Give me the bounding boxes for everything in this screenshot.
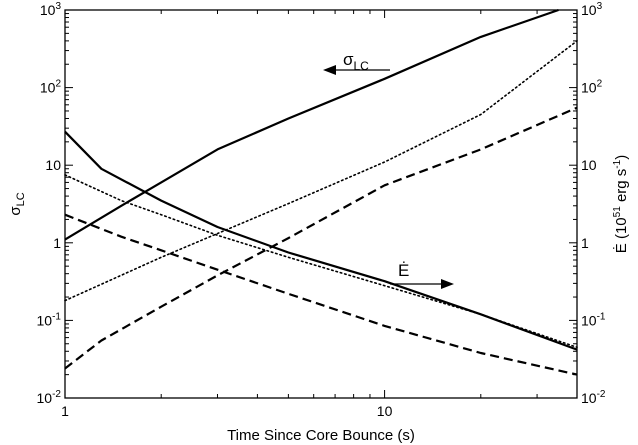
svg-text:σLC: σLC <box>7 192 27 215</box>
series-line-6-dashed <box>64 213 578 376</box>
y-tick-label-right: 10-2 <box>581 389 606 406</box>
series-line-1-solid <box>64 8 559 241</box>
y-left-title-sub: LC <box>15 192 27 206</box>
y-tick-label-left: 10 <box>45 157 61 173</box>
sigma-annotation: σLC <box>323 50 390 75</box>
series-line-3-dashed <box>64 106 578 370</box>
y-tick-label-right: 103 <box>581 1 603 18</box>
y-axis-left-title: σLC <box>7 192 27 215</box>
x-tick-label: 1 <box>61 403 69 419</box>
x-tick-label: 10 <box>377 403 393 419</box>
sigma-arrow-head <box>323 65 336 75</box>
y-tick-label-right: 10 <box>581 157 597 173</box>
y-tick-label-right: 1 <box>581 235 589 251</box>
y-tick-label-left: 102 <box>40 79 62 96</box>
series-line-4-solid <box>64 130 578 351</box>
series-group <box>64 8 578 376</box>
y-tick-label-left: 103 <box>40 1 62 18</box>
y-right-title-main: Ė (10 <box>612 217 630 253</box>
edot-annotation-label: Ė <box>398 261 409 280</box>
y-left-title-main: σ <box>7 206 24 216</box>
y-right-title-end: ) <box>613 155 630 160</box>
sigma-annotation-sub: LC <box>354 59 370 73</box>
y-tick-label-left: 10-1 <box>37 311 62 328</box>
y-tick-label-left: 10-2 <box>37 389 62 406</box>
edot-arrow-head <box>441 279 454 289</box>
svg-text:Ė (1051 erg s-1): Ė (1051 erg s-1) <box>612 155 630 253</box>
y-tick-label-right: 10-1 <box>581 311 606 328</box>
y-right-title-sup1: 51 <box>612 206 623 218</box>
y-axis-right-title: Ė (1051 erg s-1) <box>612 155 630 253</box>
x-axis-title: Time Since Core Bounce (s) <box>227 427 415 444</box>
series-line-5-dotted <box>64 174 578 349</box>
axis-ticks: 1 10 10-2 10-2 10-1 10-1 1 1 10 10 102 102 103 103 <box>37 1 606 419</box>
y-tick-label-left: 1 <box>53 235 61 251</box>
y-tick-label-right: 102 <box>581 79 603 96</box>
y-right-title-mid: erg s <box>613 169 630 207</box>
sigma-annotation-label: σ <box>343 50 354 69</box>
plot-frame <box>64 9 578 399</box>
edot-annotation: Ė <box>390 261 454 289</box>
y-right-title-sup2: -1 <box>612 159 623 168</box>
